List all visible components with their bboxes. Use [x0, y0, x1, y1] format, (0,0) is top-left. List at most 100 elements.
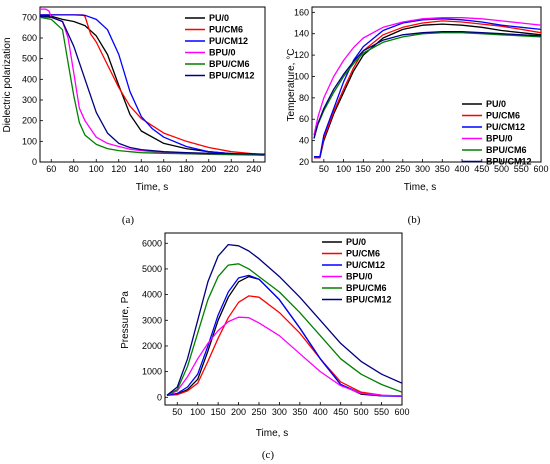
x-tick-label: 160	[156, 164, 171, 174]
y-tick-label: 300	[22, 95, 37, 105]
plot-frame	[39, 6, 266, 163]
y-axis-label: Dielectric polarization	[2, 37, 13, 132]
y-tick-label: 4000	[142, 290, 162, 300]
series-line-bpu-cm12	[40, 15, 265, 155]
legend-entry: BPU/CM6	[486, 145, 527, 155]
y-tick-label: 100	[294, 71, 309, 81]
x-tick-label: 500	[354, 407, 369, 417]
x-tick-label: 80	[69, 164, 79, 174]
y-tick-label: 1000	[142, 367, 162, 377]
y-tick-label: 200	[22, 116, 37, 126]
x-tick-label: 500	[494, 164, 509, 174]
series-line-pu-cm6	[314, 20, 541, 159]
x-tick-label: 600	[533, 164, 548, 174]
x-tick-label: 300	[272, 407, 287, 417]
panel-label: (a)	[122, 214, 135, 226]
chart-panel-3: 50 100 150 200 250 300 350 400 450 500 550 60001000…	[120, 232, 410, 461]
y-tick-label: 20	[299, 157, 309, 167]
series-line-bpu-cm12	[166, 243, 402, 396]
series-line-pu-cm12	[166, 274, 402, 397]
legend-entry: BPU/0	[209, 48, 236, 58]
series-group	[40, 8, 265, 156]
legend-entry: PU/CM6	[346, 249, 380, 259]
x-axis-label: Time, s	[256, 428, 288, 439]
y-tick-label: 120	[294, 50, 309, 60]
y-tick-label: 80	[299, 93, 309, 103]
series-line-pu-cm6	[166, 295, 402, 397]
y-tick-label: 400	[22, 74, 37, 84]
legend-entry: BPU/CM6	[209, 59, 250, 69]
series-line-pu-0	[40, 14, 265, 156]
legend-entry: PU/0	[209, 13, 229, 23]
y-tick-label: 3000	[142, 315, 162, 325]
chart-panel-2: 50 100 150 200 250 300 350 400 450 500 550 600 20 40 6…	[286, 6, 549, 226]
series-line-bpu-cm6	[40, 16, 265, 156]
y-tick-label: 40	[299, 136, 309, 146]
y-tick-label: 0	[32, 157, 37, 167]
x-tick-label: 100	[89, 164, 104, 174]
y-tick-label: 5000	[142, 264, 162, 274]
legend-entry: PU/0	[486, 99, 506, 109]
legend-entry: BPU/0	[346, 272, 373, 282]
x-tick-label: 400	[313, 407, 328, 417]
series-line-pu-cm12	[314, 18, 541, 158]
legend-entry: BPU/CM12	[209, 71, 255, 81]
x-axis-label: Time, s	[136, 182, 168, 193]
x-tick-label: 50	[172, 407, 182, 417]
legend-entry: BPU/0	[486, 134, 513, 144]
x-tick-label: 100	[336, 164, 351, 174]
series-line-bpu-cm6	[313, 32, 541, 139]
x-tick-label: 180	[179, 164, 194, 174]
legend-entry: BPU/CM12	[346, 295, 392, 305]
y-tick-label: 160	[294, 7, 309, 17]
x-tick-label: 250	[251, 407, 266, 417]
y-tick-label: 6000	[142, 238, 162, 248]
y-tick-label: 500	[22, 54, 37, 64]
legend-entry: PU/CM12	[209, 36, 248, 46]
x-tick-label: 50	[319, 164, 329, 174]
series-line-bpu-0	[313, 17, 541, 136]
series-line-bpu-0	[166, 316, 402, 397]
series-line-bpu-cm6	[166, 263, 402, 396]
y-tick-label: 600	[22, 33, 37, 43]
x-tick-label: 600	[394, 407, 409, 417]
x-tick-label: 300	[415, 164, 430, 174]
panel-label: (b)	[408, 214, 421, 226]
x-tick-label: 350	[292, 407, 307, 417]
x-tick-label: 100	[190, 407, 205, 417]
y-tick-label: 0	[157, 392, 162, 402]
x-tick-label: 200	[231, 407, 246, 417]
legend-entry: BPU/CM6	[346, 283, 387, 293]
y-tick-label: 2000	[142, 341, 162, 351]
plot-frame	[311, 6, 542, 163]
y-axis-label: Pressure, Pa	[120, 291, 131, 349]
legend-entry: PU/0	[346, 237, 366, 247]
x-tick-label: 400	[455, 164, 470, 174]
y-tick-label: 100	[22, 136, 37, 146]
panel-label: (c)	[262, 449, 275, 461]
x-axis-label: Time, s	[404, 182, 436, 193]
legend-entry: PU/CM6	[486, 111, 520, 121]
series-line-bpu-cm12	[313, 30, 541, 139]
series-group	[313, 17, 541, 159]
x-tick-label: 550	[514, 164, 529, 174]
y-tick-label: 700	[22, 12, 37, 22]
x-tick-label: 150	[211, 407, 226, 417]
legend-entry: PU/CM12	[346, 260, 385, 270]
x-tick-label: 450	[333, 407, 348, 417]
series-line-pu-0	[314, 23, 541, 159]
x-tick-label: 250	[395, 164, 410, 174]
legend-entry: PU/CM12	[486, 122, 525, 132]
x-tick-label: 200	[201, 164, 216, 174]
y-tick-label: 140	[294, 29, 309, 39]
x-tick-label: 550	[374, 407, 389, 417]
series-line-pu-cm12	[40, 14, 265, 156]
x-tick-label: 240	[246, 164, 261, 174]
plot-frame	[164, 232, 403, 406]
y-tick-label: 60	[299, 114, 309, 124]
x-tick-label: 220	[224, 164, 239, 174]
x-tick-label: 200	[376, 164, 391, 174]
x-tick-label: 450	[474, 164, 489, 174]
legend-entry: BPU/CM12	[486, 157, 532, 167]
